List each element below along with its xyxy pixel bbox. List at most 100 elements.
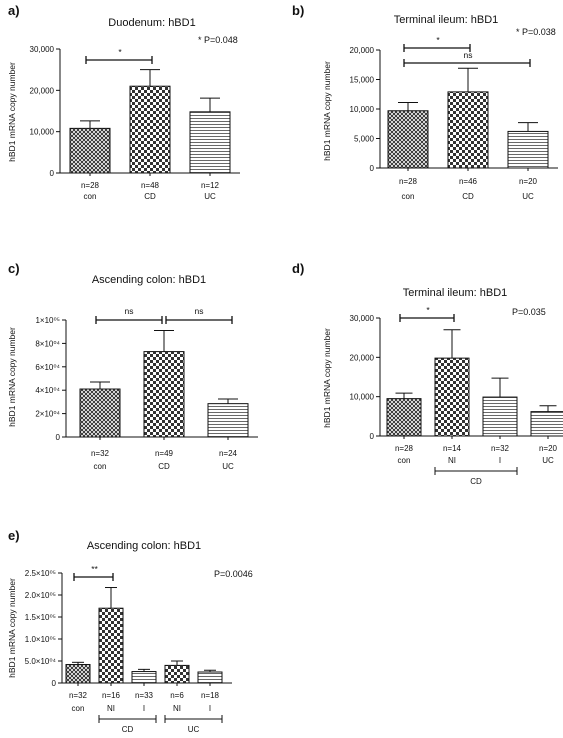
sig-label: * xyxy=(118,47,122,57)
panel-letter: c) xyxy=(8,261,20,276)
n-label: n=28 xyxy=(399,177,418,186)
p-value: P=0.035 xyxy=(512,307,546,317)
y-axis-label: hBD1 mRNA copy number xyxy=(7,62,17,162)
y-tick-label: 15,000 xyxy=(350,76,375,85)
chart-title: Ascending colon: hBD1 xyxy=(92,274,206,286)
y-tick-label: 0 xyxy=(50,169,55,178)
bar xyxy=(197,671,223,684)
category-label: con xyxy=(94,462,107,471)
y-tick-label: 0 xyxy=(370,432,375,441)
y-tick-label: 4×10⁰⁴ xyxy=(35,386,60,395)
panel-letter: a) xyxy=(8,3,20,18)
category-label: UC xyxy=(222,462,234,471)
n-label: n=20 xyxy=(519,177,538,186)
y-tick-label: 20,000 xyxy=(350,353,375,362)
y-tick-label: 0 xyxy=(370,164,375,173)
n-label: n=32 xyxy=(91,449,110,458)
plot-c: 0 2×10⁰⁴ 4×10⁰⁴ 6×10⁰⁴ 8×10⁰⁴ 1×10⁰⁵ n=32 con n=… xyxy=(35,306,258,471)
category-label: UC xyxy=(542,456,554,465)
chart-title: Ascending colon: hBD1 xyxy=(87,540,201,552)
y-tick-label: 10,000 xyxy=(350,393,375,402)
n-label: n=49 xyxy=(155,449,174,458)
sig-label: ns xyxy=(125,306,134,316)
bar xyxy=(98,607,124,684)
category-label: I xyxy=(143,704,145,713)
sig-label: ns xyxy=(464,50,473,60)
n-label: n=20 xyxy=(539,444,558,453)
chart-title: Terminal ileum: hBD1 xyxy=(403,287,508,299)
n-label: n=16 xyxy=(102,691,121,700)
y-tick-label: 1.0×10⁰⁵ xyxy=(25,635,56,644)
plot-b: 0 5,000 10,000 15,000 20,000 n=28 con n=46 CD n=2… xyxy=(350,35,558,201)
chart-title: Terminal ileum: hBD1 xyxy=(394,14,499,26)
panel-letter: e) xyxy=(8,528,20,543)
bar xyxy=(69,127,111,174)
category-label: con xyxy=(402,192,415,201)
group-label: CD xyxy=(122,725,134,734)
category-label: NI xyxy=(173,704,181,713)
y-tick-label: 30,000 xyxy=(30,45,55,54)
panel-d: d) Terminal ileum: hBD1 P=0.035 hBD1 mRN… xyxy=(292,261,546,428)
bar xyxy=(189,111,231,174)
y-tick-label: 20,000 xyxy=(350,46,375,55)
bar xyxy=(79,388,121,438)
panel-letter: b) xyxy=(292,3,304,18)
y-tick-label: 1×10⁰⁵ xyxy=(35,316,60,325)
bar xyxy=(434,357,470,437)
y-tick-label: 2.5×10⁰⁵ xyxy=(25,569,56,578)
y-tick-label: 10,000 xyxy=(30,128,55,137)
n-label: n=32 xyxy=(69,691,88,700)
y-tick-label: 6×10⁰⁴ xyxy=(35,363,60,372)
panel-a: a) Duodenum: hBD1 * P=0.048 hBD1 mRNA co… xyxy=(7,3,238,162)
y-tick-label: 8×10⁰⁴ xyxy=(35,339,60,348)
category-label: UC xyxy=(522,192,534,201)
sig-label: * xyxy=(426,305,430,315)
p-value: * P=0.038 xyxy=(516,27,556,37)
n-label: n=12 xyxy=(201,181,220,190)
group-label: CD xyxy=(470,477,482,486)
category-label: con xyxy=(398,456,411,465)
y-tick-label: 2×10⁰⁴ xyxy=(35,410,60,419)
y-axis-label: hBD1 mRNA copy number xyxy=(7,578,17,678)
y-tick-label: 1.5×10⁰⁵ xyxy=(25,613,56,622)
n-label: n=14 xyxy=(443,444,462,453)
n-label: n=46 xyxy=(459,177,478,186)
p-value: * P=0.048 xyxy=(198,35,238,45)
y-tick-label: 5.0×10⁰⁴ xyxy=(25,657,57,666)
chart-title: Duodenum: hBD1 xyxy=(108,17,195,29)
sig-label: ** xyxy=(91,564,98,574)
bar xyxy=(129,85,171,174)
panel-e: e) Ascending colon: hBD1 P=0.0046 hBD1 m… xyxy=(7,528,253,678)
panel-c: c) Ascending colon: hBD1 hBD1 mRNA copy … xyxy=(7,261,206,427)
bar xyxy=(447,91,489,169)
n-label: n=18 xyxy=(201,691,220,700)
sig-label: * xyxy=(436,35,440,45)
category-label: CD xyxy=(158,462,170,471)
n-label: n=33 xyxy=(135,691,154,700)
panel-letter: d) xyxy=(292,261,304,276)
n-label: n=6 xyxy=(170,691,184,700)
y-tick-label: 20,000 xyxy=(30,86,55,95)
y-tick-label: 2.0×10⁰⁵ xyxy=(25,591,56,600)
category-label: CD xyxy=(462,192,474,201)
n-label: n=48 xyxy=(141,181,160,190)
bar xyxy=(65,664,91,684)
chart-marks: 010,00020,00030,000n=28conn=48CDn=12UC*0… xyxy=(25,35,563,734)
category-label: NI xyxy=(107,704,115,713)
n-label: n=32 xyxy=(491,444,510,453)
panel-b: b) Terminal ileum: hBD1 * P=0.038 hBD1 m… xyxy=(292,3,556,161)
plot-a: 0 10,000 20,000 30,000 n=28 con n=48 CD n=12 UC * xyxy=(30,45,240,201)
sig-label: ns xyxy=(195,306,204,316)
group-label: UC xyxy=(188,725,200,734)
category-label: CD xyxy=(144,192,156,201)
bar xyxy=(131,671,157,684)
y-tick-label: 10,000 xyxy=(350,105,375,114)
bar xyxy=(386,398,422,437)
y-tick-label: 5,000 xyxy=(354,135,375,144)
category-label: con xyxy=(72,704,85,713)
bar xyxy=(507,130,549,169)
bar xyxy=(164,664,190,684)
y-axis-label: hBD1 mRNA copy number xyxy=(322,61,332,161)
n-label: n=24 xyxy=(219,449,238,458)
